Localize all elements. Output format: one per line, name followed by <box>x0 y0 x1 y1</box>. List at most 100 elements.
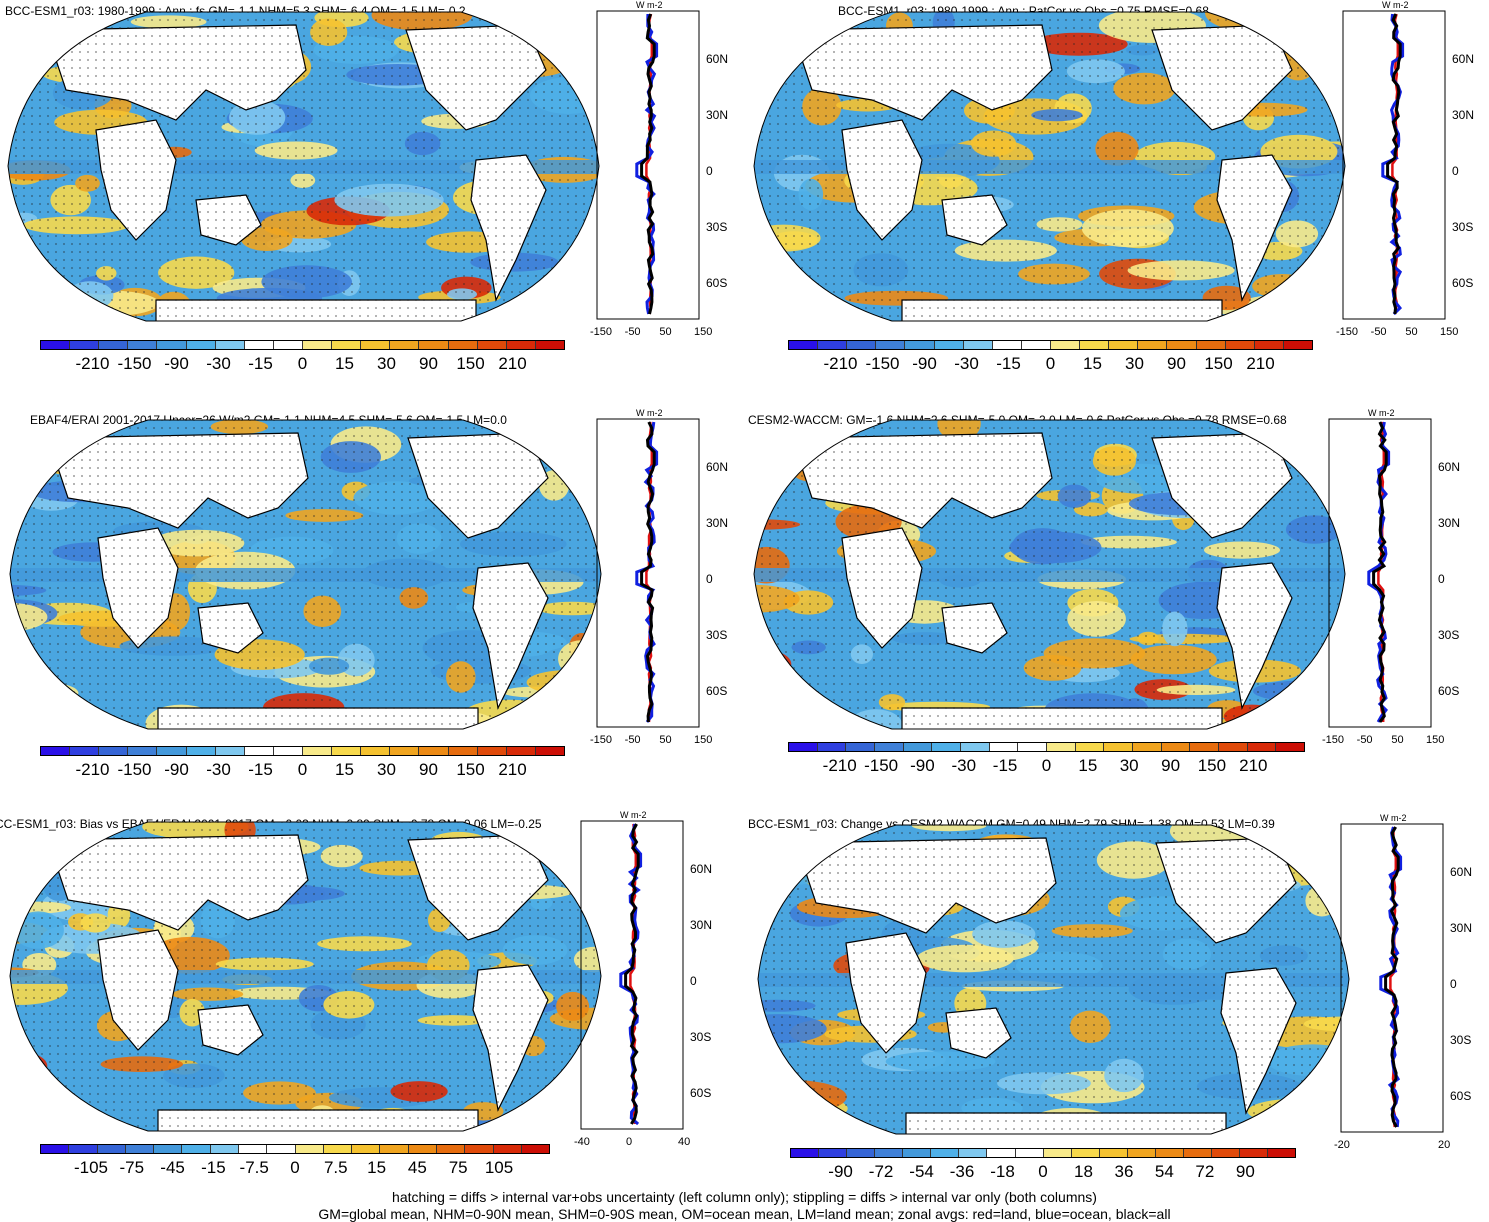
colorbar-swatch <box>847 341 877 349</box>
anomaly-patch <box>756 18 830 40</box>
zonal-xtick-label: 150 <box>694 734 713 746</box>
anomaly-patch <box>1323 241 1344 277</box>
colorbar-swatch <box>1109 341 1139 349</box>
colorbar-swatch <box>41 1145 70 1153</box>
latitude-label: 0 <box>1438 572 1445 586</box>
colorbar-swatch <box>390 747 420 755</box>
colorbar-swatch <box>352 1145 381 1153</box>
map-border <box>757 824 1350 1135</box>
anomaly-patch <box>549 420 601 447</box>
zonal-frame <box>1342 10 1446 320</box>
colorbar-swatch <box>210 1145 239 1153</box>
world-map <box>7 11 600 322</box>
colorbar-tick-label: -150 <box>117 760 152 779</box>
colorbar-tick-label: 30 <box>377 760 396 779</box>
zonal-ocean-line <box>635 13 659 315</box>
colorbar-swatch <box>448 341 478 349</box>
colorbar-tick-label: -30 <box>951 756 977 775</box>
colorbar-swatch <box>1127 1149 1156 1157</box>
colorbar-swatch <box>419 341 449 349</box>
colorbar-swatch <box>361 341 391 349</box>
colorbar-tick-label: 72 <box>1195 1162 1215 1181</box>
colorbar-swatch <box>934 341 964 349</box>
stippling-overlay <box>8 12 599 321</box>
colorbar-swatch <box>789 341 819 349</box>
anomaly-patch <box>10 1107 92 1121</box>
colorbar-tick-label: -210 <box>75 354 110 373</box>
colorbar-tick-label: -90 <box>164 760 189 779</box>
colorbar-tick-label: 54 <box>1154 1162 1174 1181</box>
colorbar-swatch <box>70 341 100 349</box>
colorbar-swatch <box>69 1145 98 1153</box>
colorbar <box>790 1148 1296 1158</box>
colorbar-tick-label: 210 <box>498 354 527 373</box>
colorbar-tick-label: 0 <box>1038 1162 1048 1181</box>
colorbar-tick-label: 90 <box>1167 354 1186 373</box>
colorbar-tick-label: -15 <box>201 1158 226 1177</box>
colorbar-tick-label: 36 <box>1114 1162 1134 1181</box>
colorbar-swatch <box>1021 341 1051 349</box>
colorbar <box>788 742 1305 752</box>
latitude-label: 60N <box>706 460 729 474</box>
colorbar-swatch <box>1043 1149 1072 1157</box>
anomaly-patch <box>564 687 595 723</box>
zonal-xtick-label: -20 <box>1334 1139 1350 1151</box>
units-label: W m-2 <box>636 0 663 10</box>
colorbar-swatch <box>959 1149 988 1157</box>
anomaly-patch <box>8 16 75 46</box>
colorbar-swatch <box>875 1149 904 1157</box>
colorbar-swatch <box>1190 743 1220 751</box>
colorbar-tick-label: -90 <box>828 1162 853 1181</box>
latitude-label: 0 <box>1452 164 1459 178</box>
colorbar-swatch <box>789 743 818 751</box>
colorbar-tick-label: 90 <box>419 354 438 373</box>
zonal-all-line <box>1372 421 1388 723</box>
colorbar-swatch <box>1254 341 1284 349</box>
world-map <box>9 419 602 730</box>
colorbar-tick-label: -150 <box>864 756 899 775</box>
colorbar-swatch <box>267 1145 296 1153</box>
map-border <box>9 419 602 730</box>
colorbar-swatch <box>1196 341 1226 349</box>
latitude-label: 30N <box>1450 921 1473 935</box>
colorbar-tick-label: 150 <box>456 354 485 373</box>
zonal-xtick-label: 150 <box>694 326 713 338</box>
colorbar-tick-label: 18 <box>1074 1162 1093 1181</box>
latitude-label: 30N <box>1452 108 1475 122</box>
colorbar-tick-label: -75 <box>119 1158 145 1177</box>
world-map <box>753 11 1346 322</box>
colorbar-swatch <box>436 1145 466 1153</box>
zonal-mean-plot <box>596 10 700 320</box>
zonal-frame <box>1340 823 1444 1133</box>
map-border <box>7 11 600 322</box>
colorbar-tick-label: -105 <box>73 1158 109 1177</box>
colorbar-swatch <box>876 341 906 349</box>
map-border <box>753 11 1346 322</box>
anomaly-patch <box>768 268 801 301</box>
colorbar-swatch <box>1283 341 1312 349</box>
zonal-xtick-label: -50 <box>1356 734 1373 746</box>
colorbar-tick-label: 15 <box>335 354 354 373</box>
colorbar-swatch <box>99 747 129 755</box>
colorbar-tick-label: 210 <box>1239 756 1268 775</box>
latitude-label: 60N <box>706 52 729 66</box>
colorbar-swatch <box>157 747 187 755</box>
colorbar-swatch <box>186 341 216 349</box>
colorbar-swatch <box>1099 1149 1128 1157</box>
colorbar-tick-label: -15 <box>248 760 273 779</box>
colorbar-swatch <box>361 747 391 755</box>
colorbar-swatch <box>1268 1149 1296 1157</box>
colorbar-swatch <box>493 1145 522 1153</box>
colorbar-tick-label: -7.5 <box>239 1158 269 1177</box>
colorbar-swatch <box>961 743 990 751</box>
colorbar-tick-label: -210 <box>822 756 857 775</box>
colorbar-tick-label: 0 <box>290 1158 300 1177</box>
zonal-frame <box>596 418 700 728</box>
colorbar-swatch <box>1138 341 1168 349</box>
units-label: W m-2 <box>620 810 647 820</box>
colorbar-tick-label: 0 <box>1041 756 1052 775</box>
colorbar-tick-label: 150 <box>1197 756 1227 775</box>
map-border <box>9 821 602 1132</box>
latitude-label: 60N <box>1438 460 1461 474</box>
colorbar-tick-label: 0 <box>297 354 308 373</box>
